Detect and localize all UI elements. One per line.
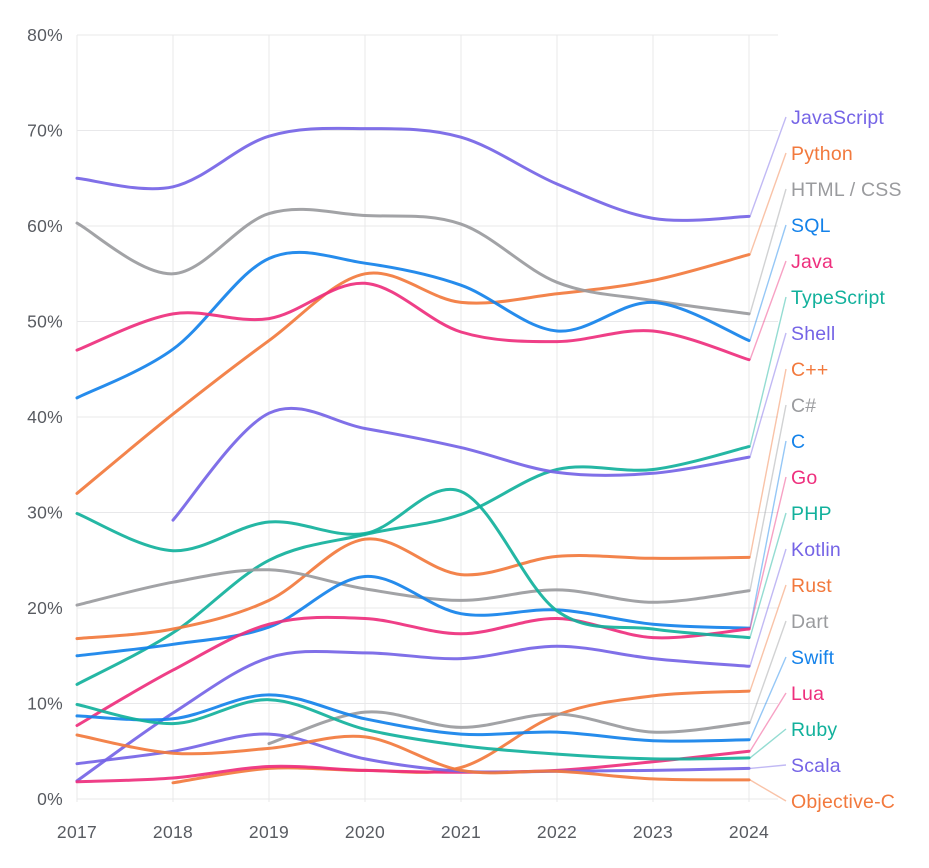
legend-leader-line-c [749,368,787,558]
x-axis-tick-label: 2018 [153,822,193,842]
x-axis-tick-label: 2019 [249,822,289,842]
series-line-swift[interactable] [75,693,751,743]
series-line-c[interactable] [75,537,751,641]
series-line-c[interactable] [75,574,751,658]
y-axis-tick-label: 40% [27,407,63,427]
series-line-php[interactable] [75,488,751,640]
legend-leader-line-c [749,404,787,591]
x-axis-tick-label: 2020 [345,822,385,842]
legend-label-html-css[interactable]: HTML / CSS [791,179,902,201]
series-line-sql[interactable] [75,250,751,400]
legend-label-dart[interactable]: Dart [791,611,829,633]
legend-leader-line-java [749,260,787,360]
legend-label-c[interactable]: C++ [791,359,828,381]
x-axis-tick-label: 2022 [537,822,577,842]
legend-leader-line-html-css [749,188,787,315]
legend-label-typescript[interactable]: TypeScript [791,287,886,309]
x-axis-tick-label: 2021 [441,822,481,842]
legend-label-java[interactable]: Java [791,251,833,273]
legend-label-ruby[interactable]: Ruby [791,719,837,741]
legend-leader-line-javascript [749,116,787,217]
legend-leader-line-typescript [749,296,787,447]
grid [76,34,778,802]
series-line-lua[interactable] [75,749,751,784]
series-line-html-css[interactable] [75,207,751,316]
legend-leader-line-swift [749,656,787,741]
legend-label-scala[interactable]: Scala [791,755,841,777]
legend: JavaScript Python HTML / CSS SQL Java TypeScr… [749,107,902,813]
legend-leader-line-scala [749,764,787,770]
legend-label-javascript[interactable]: JavaScript [791,107,884,129]
series-line-ruby[interactable] [75,698,751,761]
legend-label-objective-c[interactable]: Objective-C [791,791,895,813]
legend-label-php[interactable]: PHP [791,503,832,525]
y-axis-tick-label: 60% [27,216,63,236]
y-axis-tick-label: 30% [27,503,63,523]
series-line-objective-c[interactable] [75,733,751,782]
y-axis-tick-label: 20% [27,598,63,618]
series-lines [75,126,751,785]
series-line-go[interactable] [75,615,751,727]
legend-leader-line-ruby [749,728,787,759]
legend-leader-line-python [749,152,787,255]
y-axis-tick-label: 70% [27,121,63,141]
legend-label-kotlin[interactable]: Kotlin [791,539,841,561]
legend-leader-line-lua [749,692,787,752]
legend-label-c[interactable]: C [791,431,805,453]
series-line-java[interactable] [75,281,751,362]
series-line-rust[interactable] [171,689,751,785]
legend-label-sql[interactable]: SQL [791,215,831,237]
legend-leader-line-go [749,476,787,630]
x-axis-tick-label: 2023 [633,822,673,842]
legend-leader-line-dart [749,620,787,723]
legend-label-python[interactable]: Python [791,143,853,165]
y-axis-tick-label: 80% [27,25,63,45]
legend-leader-line-objective-c [749,779,787,802]
series-line-javascript[interactable] [75,126,751,222]
y-axis-tick-label: 10% [27,694,63,714]
series-line-kotlin[interactable] [75,644,751,783]
series-line-python[interactable] [75,253,751,495]
legend-leader-line-sql [749,224,787,341]
series-line-scala[interactable] [75,732,751,774]
legend-leader-line-rust [749,584,787,692]
x-axis: 2017 2018 2019 2020 2021 2022 2023 2024 [57,822,769,842]
legend-label-go[interactable]: Go [791,467,817,489]
x-axis-tick-label: 2017 [57,822,97,842]
legend-leader-line-c [749,440,787,629]
series-line-typescript[interactable] [75,445,751,686]
series-line-dart[interactable] [267,710,751,746]
legend-label-shell[interactable]: Shell [791,323,835,345]
y-axis-tick-label: 0% [37,789,63,809]
series-line-shell[interactable] [171,406,751,522]
y-axis-tick-label: 50% [27,312,63,332]
legend-leader-line-php [749,512,787,638]
legend-label-lua[interactable]: Lua [791,683,824,705]
legend-leader-line-shell [749,332,787,458]
x-axis-tick-label: 2024 [729,822,769,842]
y-axis: 0% 10% 20% 30% 40% 50% 60% 70% 80% [27,25,63,809]
legend-label-rust[interactable]: Rust [791,575,832,597]
legend-leader-line-kotlin [749,548,787,667]
legend-label-c[interactable]: C# [791,395,816,417]
legend-label-swift[interactable]: Swift [791,647,835,669]
series-line-c[interactable] [75,568,751,607]
